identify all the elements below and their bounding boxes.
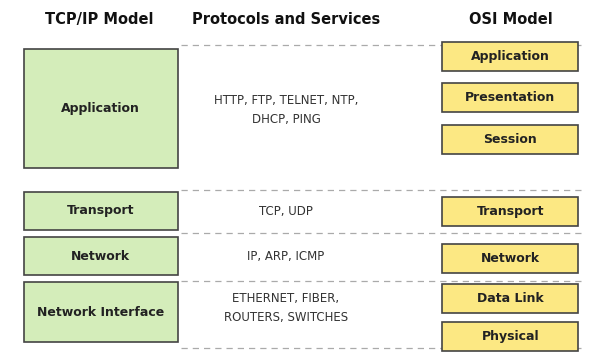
Text: Transport: Transport	[476, 205, 544, 218]
FancyBboxPatch shape	[442, 125, 578, 154]
FancyBboxPatch shape	[442, 83, 578, 112]
FancyBboxPatch shape	[442, 42, 578, 71]
Text: Data Link: Data Link	[477, 292, 544, 305]
Text: Network: Network	[480, 252, 540, 265]
Text: Physical: Physical	[482, 330, 539, 343]
Text: Network Interface: Network Interface	[37, 306, 164, 319]
Text: Network: Network	[71, 250, 131, 262]
Text: TCP/IP Model: TCP/IP Model	[45, 12, 154, 28]
FancyBboxPatch shape	[442, 284, 578, 313]
Text: ETHERNET, FIBER,
ROUTERS, SWITCHES: ETHERNET, FIBER, ROUTERS, SWITCHES	[224, 292, 348, 324]
FancyBboxPatch shape	[24, 49, 178, 168]
FancyBboxPatch shape	[24, 237, 178, 275]
Text: Presentation: Presentation	[465, 91, 555, 104]
Text: Protocols and Services: Protocols and Services	[192, 12, 380, 28]
Text: IP, ARP, ICMP: IP, ARP, ICMP	[247, 250, 324, 263]
FancyBboxPatch shape	[24, 282, 178, 342]
Text: OSI Model: OSI Model	[468, 12, 553, 28]
FancyBboxPatch shape	[442, 244, 578, 273]
Text: Session: Session	[483, 133, 537, 146]
FancyBboxPatch shape	[442, 322, 578, 351]
Text: HTTP, FTP, TELNET, NTP,
DHCP, PING: HTTP, FTP, TELNET, NTP, DHCP, PING	[214, 94, 358, 126]
Text: TCP, UDP: TCP, UDP	[259, 205, 313, 218]
Text: Application: Application	[471, 50, 550, 63]
Text: Application: Application	[61, 102, 140, 115]
FancyBboxPatch shape	[442, 197, 578, 226]
FancyBboxPatch shape	[24, 192, 178, 230]
Text: Transport: Transport	[67, 205, 135, 217]
